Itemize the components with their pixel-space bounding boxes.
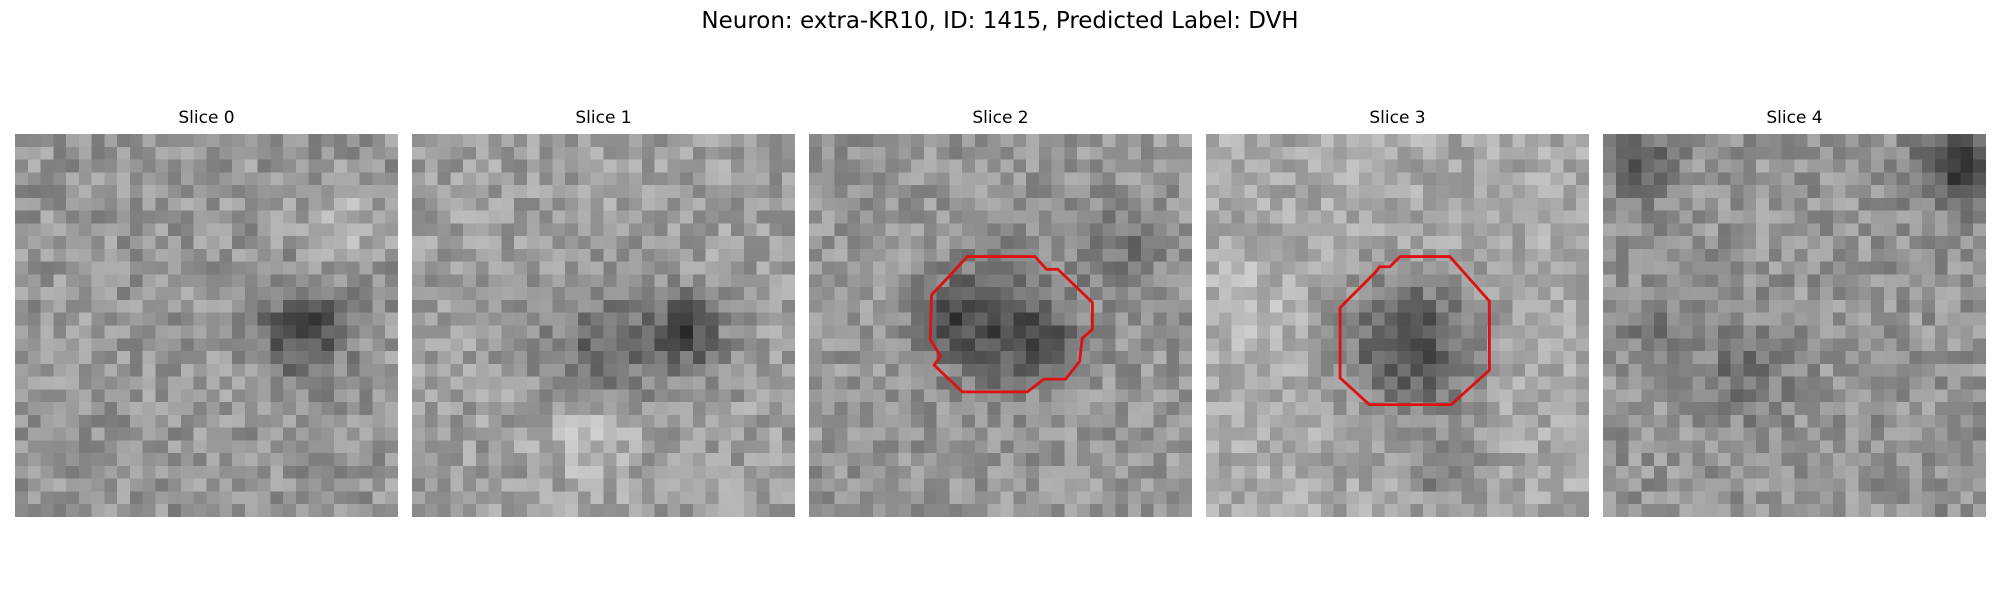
segmentation-contour	[1338, 255, 1491, 407]
slice-title: Slice 3	[1369, 108, 1426, 128]
figure-title: Neuron: extra-KR10, ID: 1415, Predicted …	[701, 8, 1299, 34]
slice-image	[1603, 134, 1986, 517]
slice-title: Slice 2	[972, 108, 1029, 128]
slice-image	[15, 134, 398, 517]
slice-title: Slice 0	[178, 108, 235, 128]
slice-image	[412, 134, 795, 517]
slice-title: Slice 1	[575, 108, 632, 128]
slice-image	[809, 134, 1192, 517]
slice-image	[1206, 134, 1589, 517]
slice-title: Slice 4	[1766, 108, 1823, 128]
segmentation-contour	[928, 255, 1094, 394]
